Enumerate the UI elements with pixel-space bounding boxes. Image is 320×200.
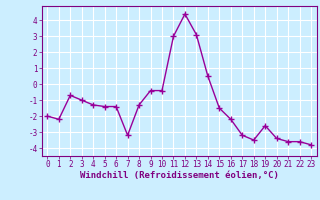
- X-axis label: Windchill (Refroidissement éolien,°C): Windchill (Refroidissement éolien,°C): [80, 171, 279, 180]
